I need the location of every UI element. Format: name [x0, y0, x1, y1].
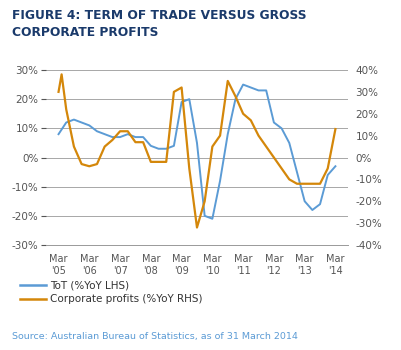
Text: ToT (%YoY LHS): ToT (%YoY LHS): [50, 280, 129, 290]
Text: Source: Australian Bureau of Statistics, as of 31 March 2014: Source: Australian Bureau of Statistics,…: [12, 332, 297, 341]
Text: FIGURE 4: TERM OF TRADE VERSUS GROSS: FIGURE 4: TERM OF TRADE VERSUS GROSS: [12, 9, 306, 22]
Text: Corporate profits (%YoY RHS): Corporate profits (%YoY RHS): [50, 294, 202, 304]
Text: CORPORATE PROFITS: CORPORATE PROFITS: [12, 26, 158, 39]
